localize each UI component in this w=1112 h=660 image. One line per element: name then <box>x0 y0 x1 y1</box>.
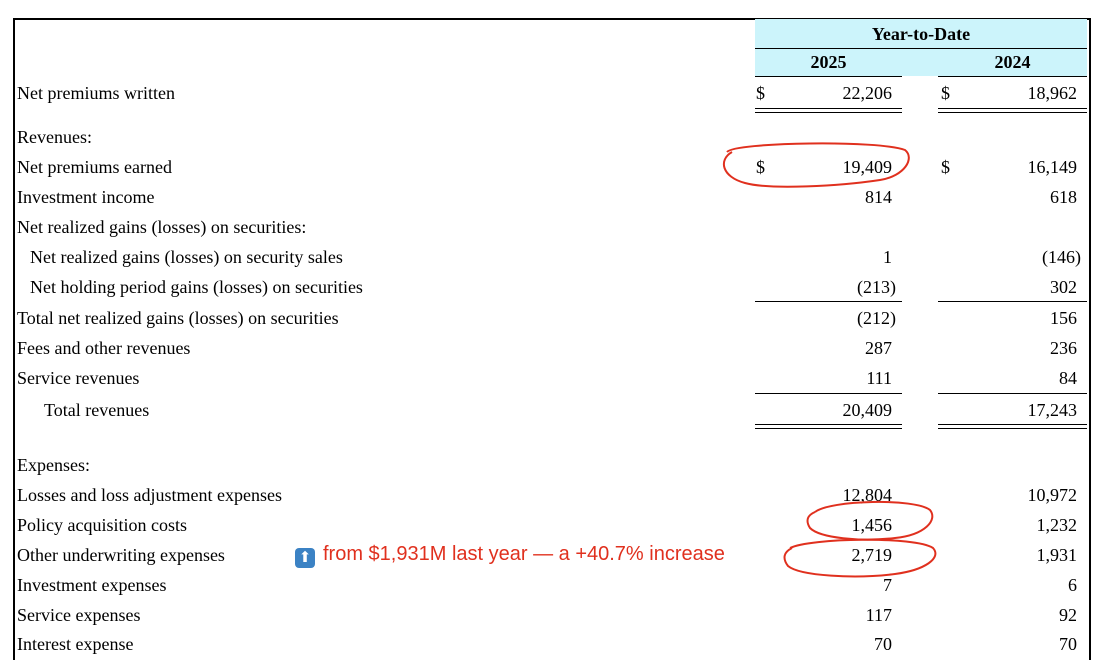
year-2025-header: 2025 <box>810 52 847 72</box>
row-label: Service expenses <box>17 605 141 625</box>
highlight-circle <box>806 501 934 541</box>
header-band <box>755 19 1087 76</box>
row-label: Net premiums written <box>17 83 175 103</box>
section-heading: Expenses: <box>17 455 90 475</box>
subtotal-rule <box>938 301 1087 302</box>
highlight-circle <box>783 538 937 578</box>
up-arrow-icon: ⬆ <box>295 548 315 568</box>
row-label: Losses and loss adjustment expenses <box>17 485 282 505</box>
value-2025: 7 <box>883 575 892 595</box>
double-underline <box>755 108 902 113</box>
total-label: Total revenues <box>44 400 150 420</box>
value-2025: 814 <box>865 187 892 207</box>
row-label: Investment expenses <box>17 575 167 595</box>
subtotal-rule <box>755 393 902 394</box>
row-label: Other underwriting expenses <box>17 545 225 565</box>
double-underline <box>938 108 1087 113</box>
row-label: Fees and other revenues <box>17 338 191 358</box>
value-2024: 18,962 <box>1027 83 1078 103</box>
total-value-2024: 17,243 <box>1027 400 1078 420</box>
value-2025: 287 <box>865 338 892 358</box>
value-2024: 6 <box>1068 575 1077 595</box>
value-2024: 92 <box>1059 605 1077 625</box>
value-2025: 19,409 <box>842 157 893 177</box>
currency-symbol: $ <box>756 157 765 177</box>
annotation-text: from $1,931M last year — a +40.7% increa… <box>323 543 725 565</box>
highlight-circle <box>722 142 910 188</box>
row-label: Investment income <box>17 187 155 207</box>
value-2024: 156 <box>1050 308 1077 328</box>
value-2024: 10,972 <box>1027 485 1078 505</box>
value-2025: 12,804 <box>842 485 893 505</box>
annotation-note: ⬆ from $1,931M last year — a +40.7% incre… <box>295 543 725 568</box>
value-2025: 1,456 <box>851 515 893 535</box>
currency-symbol: $ <box>941 157 950 177</box>
value-2024: 1,232 <box>1036 515 1078 535</box>
value-2025: 111 <box>866 368 892 388</box>
value-2024: 236 <box>1050 338 1077 358</box>
value-2025: 2,719 <box>851 545 893 565</box>
value-2025: (213) <box>857 277 896 297</box>
row-label: Interest expense <box>17 634 134 654</box>
value-2024: 70 <box>1059 634 1077 654</box>
value-2024: 302 <box>1050 277 1077 297</box>
value-2025: (212) <box>857 308 896 328</box>
value-2024: (146) <box>1042 247 1081 267</box>
header-divider <box>755 48 1087 49</box>
row-label: Net premiums earned <box>17 157 172 177</box>
row-label: Total net realized gains (losses) on sec… <box>17 308 339 328</box>
currency-symbol: $ <box>756 83 765 103</box>
value-2024: 1,931 <box>1036 545 1078 565</box>
statement-frame <box>13 18 1091 660</box>
row-label: Net realized gains (losses) on security … <box>30 247 343 267</box>
subtotal-rule <box>755 301 902 302</box>
value-2024: 16,149 <box>1027 157 1078 177</box>
section-heading: Revenues: <box>17 127 92 147</box>
currency-symbol: $ <box>941 83 950 103</box>
year-2024-header: 2024 <box>994 52 1031 72</box>
year-underline <box>938 76 1087 77</box>
period-header: Year-to-Date <box>871 24 971 44</box>
row-label: Policy acquisition costs <box>17 515 187 535</box>
value-2025: 1 <box>883 247 892 267</box>
row-label: Net holding period gains (losses) on sec… <box>30 277 363 297</box>
subsection-heading: Net realized gains (losses) on securitie… <box>17 217 307 237</box>
double-underline <box>938 424 1087 429</box>
double-underline <box>755 424 902 429</box>
total-value-2025: 20,409 <box>842 400 893 420</box>
value-2025: 70 <box>874 634 892 654</box>
value-2024: 618 <box>1050 187 1077 207</box>
year-underline <box>755 76 902 77</box>
value-2024: 84 <box>1059 368 1077 388</box>
value-2025: 117 <box>865 605 892 625</box>
subtotal-rule <box>938 393 1087 394</box>
row-label: Service revenues <box>17 368 140 388</box>
value-2025: 22,206 <box>842 83 893 103</box>
